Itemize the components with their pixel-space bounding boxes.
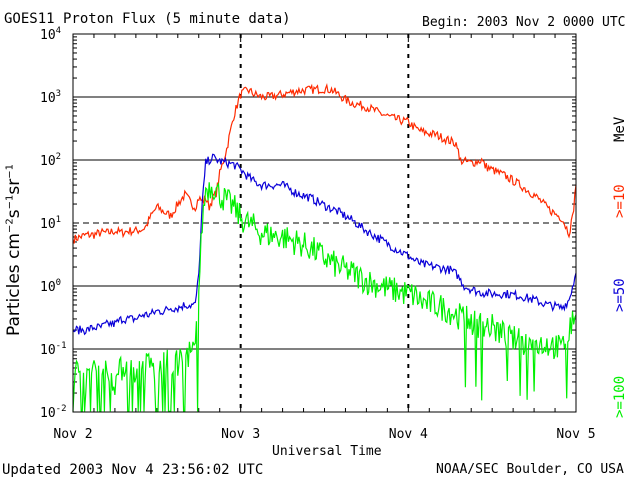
x-tick-label: Nov 5 (556, 427, 595, 442)
series-line-ge100 (72, 181, 577, 412)
x-axis-label: Universal Time (272, 444, 382, 459)
y-tick-label: 10-2 (40, 404, 67, 421)
legend-series-ge10: >=10 (612, 184, 628, 218)
begin-time-label: Begin: 2003 Nov 2 0000 UTC (422, 15, 626, 30)
series-line-ge50 (72, 153, 577, 336)
series-line-ge10 (72, 82, 577, 244)
plot-frame (72, 33, 577, 413)
chart-title: GOES11 Proton Flux (5 minute data) (4, 11, 291, 27)
y-tick-label: 100 (40, 278, 61, 295)
legend-series-ge100: >=100 (612, 375, 628, 418)
x-tick-label: Nov 3 (221, 427, 260, 442)
y-tick-label: 102 (40, 152, 61, 169)
y-tick-label: 103 (40, 89, 61, 106)
y-tick-label: 101 (40, 215, 61, 232)
legend-series-ge50: >=50 (612, 278, 628, 312)
x-tick-label: Nov 4 (389, 427, 428, 442)
y-tick-label: 104 (40, 26, 61, 43)
source-credit: NOAA/SEC Boulder, CO USA (436, 462, 624, 477)
y-tick-label: 10-1 (40, 341, 67, 358)
y-axis-label: Particles cm−2s−1sr−1 (4, 164, 24, 336)
x-tick-label: Nov 2 (53, 427, 92, 442)
updated-timestamp: Updated 2003 Nov 4 23:56:02 UTC (2, 462, 264, 478)
legend-units: MeV (612, 116, 628, 142)
